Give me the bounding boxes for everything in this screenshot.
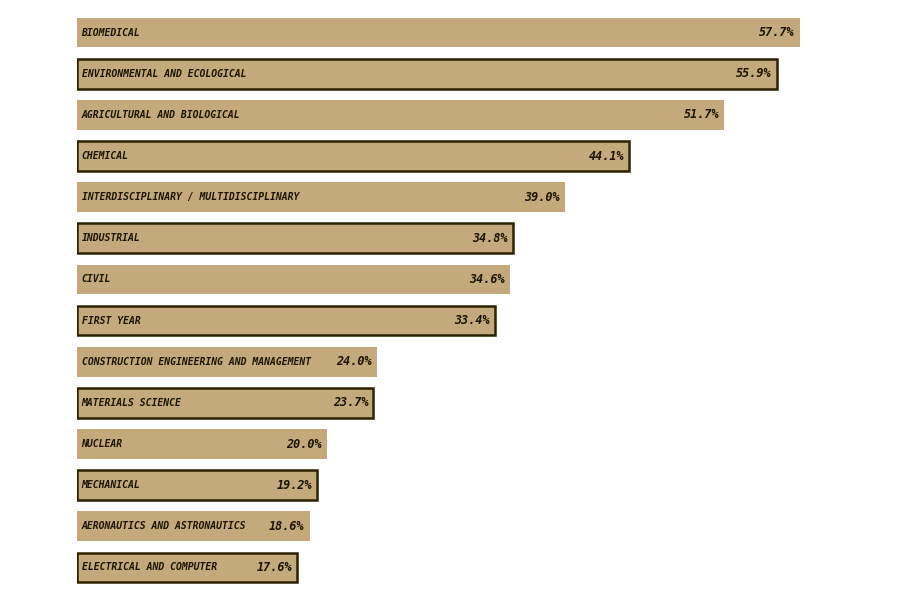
Text: 18.6%: 18.6%	[269, 520, 304, 533]
Text: 34.8%: 34.8%	[472, 232, 508, 245]
Text: 20.0%: 20.0%	[286, 437, 322, 451]
Text: ENVIRONMENTAL AND ECOLOGICAL: ENVIRONMENTAL AND ECOLOGICAL	[82, 69, 246, 79]
Text: 51.7%: 51.7%	[684, 109, 719, 121]
Bar	[76, 141, 629, 171]
Text: 24.0%: 24.0%	[337, 355, 373, 368]
Bar	[76, 388, 373, 418]
Text: NUCLEAR: NUCLEAR	[82, 439, 122, 449]
Text: 17.6%: 17.6%	[256, 561, 292, 574]
Text: AERONAUTICS AND ASTRONAUTICS: AERONAUTICS AND ASTRONAUTICS	[82, 521, 246, 531]
Text: CONSTRUCTION ENGINEERING AND MANAGEMENT: CONSTRUCTION ENGINEERING AND MANAGEMENT	[82, 357, 310, 367]
Bar	[76, 18, 799, 47]
Bar	[76, 223, 513, 253]
Bar	[76, 347, 377, 377]
Bar	[76, 553, 297, 582]
Text: AGRICULTURAL AND BIOLOGICAL: AGRICULTURAL AND BIOLOGICAL	[82, 110, 240, 120]
Text: MECHANICAL: MECHANICAL	[82, 480, 140, 490]
Bar	[76, 100, 725, 130]
Bar	[76, 59, 777, 89]
Text: 44.1%: 44.1%	[589, 149, 624, 163]
Text: 33.4%: 33.4%	[454, 314, 490, 327]
Text: ELECTRICAL AND COMPUTER: ELECTRICAL AND COMPUTER	[82, 562, 217, 572]
Text: 57.7%: 57.7%	[759, 26, 795, 39]
Text: 23.7%: 23.7%	[333, 397, 368, 409]
Bar	[76, 182, 565, 212]
Text: UNDERGRADUATE ENROLLMENT BY DEPARTMENT: UNDERGRADUATE ENROLLMENT BY DEPARTMENT	[27, 148, 40, 452]
Text: CIVIL: CIVIL	[82, 274, 111, 284]
Bar	[76, 470, 317, 500]
Bar	[76, 265, 510, 294]
Text: MATERIALS SCIENCE: MATERIALS SCIENCE	[82, 398, 182, 408]
Text: 19.2%: 19.2%	[276, 479, 312, 491]
Text: CHEMICAL: CHEMICAL	[82, 151, 129, 161]
Bar	[76, 429, 327, 459]
Bar	[76, 306, 495, 335]
Text: FIRST YEAR: FIRST YEAR	[82, 316, 140, 326]
Text: 34.6%: 34.6%	[470, 273, 505, 286]
Text: 55.9%: 55.9%	[736, 67, 772, 80]
Text: INDUSTRIAL: INDUSTRIAL	[82, 233, 140, 243]
Text: 39.0%: 39.0%	[525, 191, 560, 203]
Bar	[76, 511, 310, 541]
Text: INTERDISCIPLINARY / MULTIDISCIPLINARY: INTERDISCIPLINARY / MULTIDISCIPLINARY	[82, 192, 299, 202]
Text: BIOMEDICAL: BIOMEDICAL	[82, 28, 140, 38]
